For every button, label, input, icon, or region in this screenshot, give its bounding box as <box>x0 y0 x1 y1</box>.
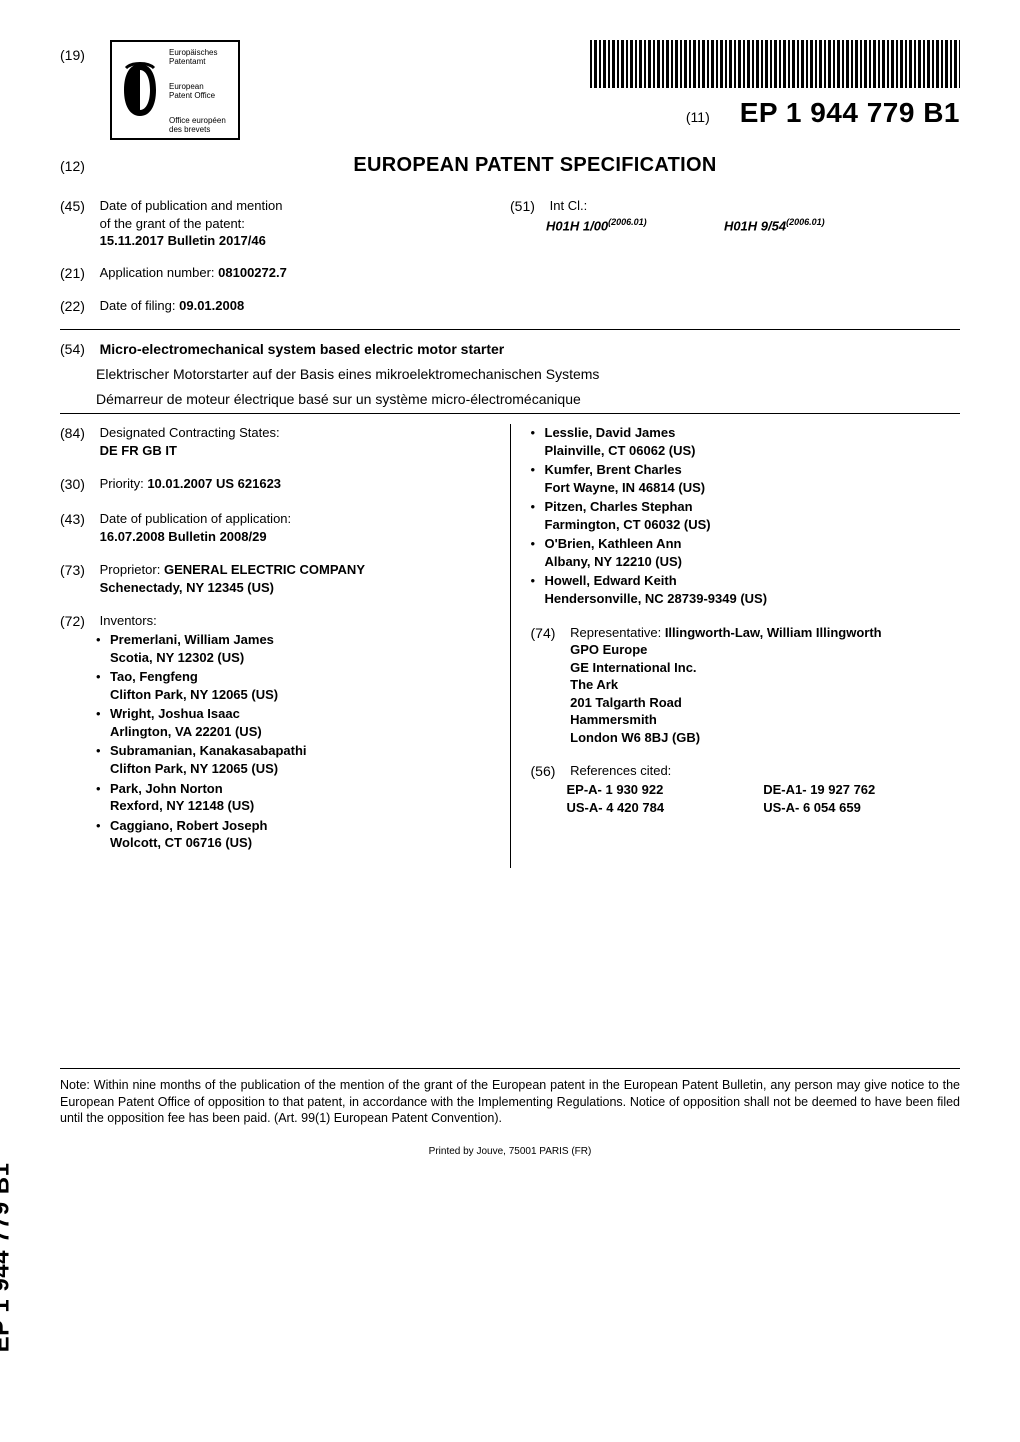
inventor-item: Premerlani, William JamesScotia, NY 1230… <box>96 631 490 666</box>
reference-row: EP-A- 1 930 922DE-A1- 19 927 762 <box>567 781 961 799</box>
reference-row: US-A- 4 420 784US-A- 6 054 659 <box>567 799 961 817</box>
field-21: (21) Application number: 08100272.7 <box>60 264 960 283</box>
patent-front-page: (19) Europäisches Patentamt European Pat… <box>0 0 1020 1442</box>
biblio-right: Lesslie, David JamesPlainville, CT 06062… <box>510 424 961 868</box>
f73-name: GENERAL ELECTRIC COMPANY <box>164 562 365 577</box>
field-51: (51) Int Cl.: <box>510 197 960 216</box>
inventor-list-left: Premerlani, William JamesScotia, NY 1230… <box>96 631 490 852</box>
printer-line: Printed by Jouve, 75001 PARIS (FR) <box>60 1145 960 1159</box>
doc-kind-title: EUROPEAN PATENT SPECIFICATION <box>110 152 960 179</box>
code-51: (51) <box>510 197 546 216</box>
f30-value: 10.01.2007 US 621623 <box>147 476 281 491</box>
f45-line3: 15.11.2017 Bulletin 2017/46 <box>100 233 266 248</box>
f21-value: 08100272.7 <box>218 265 287 280</box>
row-12: (12) EUROPEAN PATENT SPECIFICATION <box>60 152 960 179</box>
ipc1: H01H 1/00 <box>546 218 608 233</box>
inventor-item: Pitzen, Charles StephanFarmington, CT 06… <box>531 498 961 533</box>
f43-l2: 16.07.2008 Bulletin 2008/29 <box>100 529 267 544</box>
code-19: (19) <box>60 40 110 65</box>
header: (19) Europäisches Patentamt European Pat… <box>60 40 960 140</box>
f22-value: 09.01.2008 <box>179 298 244 313</box>
biblio-left: (84) Designated Contracting States: DE F… <box>60 424 510 868</box>
field-74: (74) Representative: Illingworth-Law, Wi… <box>531 624 961 747</box>
f72-label: Inventors: <box>100 612 157 630</box>
inventor-item: Park, John NortonRexford, NY 12148 (US) <box>96 780 490 815</box>
field-30: (30) Priority: 10.01.2007 US 621623 <box>60 475 490 494</box>
title-de: Elektrischer Motorstarter auf der Basis … <box>96 365 960 384</box>
field-22: (22) Date of filing: 09.01.2008 <box>60 297 960 316</box>
inventor-item: Wright, Joshua IsaacArlington, VA 22201 … <box>96 705 490 740</box>
field-72: (72) Inventors: Premerlani, William Jame… <box>60 612 490 851</box>
f30-label: Priority: <box>100 476 144 491</box>
code-12: (12) <box>60 157 110 176</box>
field-43: (43) Date of publication of application:… <box>60 510 490 545</box>
code-30: (30) <box>60 475 96 494</box>
publication-row: (11) EP 1 944 779 B1 <box>686 94 960 132</box>
inventor-item: Tao, FengfengClifton Park, NY 12065 (US) <box>96 668 490 703</box>
epo-logo-box: Europäisches Patentamt European Patent O… <box>110 40 240 140</box>
f51-label: Int Cl.: <box>550 197 588 215</box>
field-56: (56) References cited: EP-A- 1 930 922DE… <box>531 762 961 816</box>
code-56: (56) <box>531 762 567 781</box>
side-publication-number: EP 1 944 779 B1 <box>0 1162 18 1352</box>
inventor-item: Subramanian, KanakasabapathiClifton Park… <box>96 742 490 777</box>
biblio-columns: (84) Designated Contracting States: DE F… <box>60 413 960 868</box>
inventor-item: Caggiano, Robert JosephWolcott, CT 06716… <box>96 817 490 852</box>
f74-name: Illingworth-Law, William Illingworth <box>665 625 882 640</box>
f74-label: Representative: <box>570 625 661 640</box>
publication-number: EP 1 944 779 B1 <box>740 94 960 132</box>
field-73: (73) Proprietor: GENERAL ELECTRIC COMPAN… <box>60 561 490 596</box>
rule-1 <box>60 329 960 330</box>
f73-addr: Schenectady, NY 12345 (US) <box>100 580 274 595</box>
references-list: EP-A- 1 930 922DE-A1- 19 927 762US-A- 4 … <box>567 781 961 816</box>
f74-address: GPO EuropeGE International Inc.The Ark20… <box>570 642 700 745</box>
code-54: (54) <box>60 340 96 359</box>
code-21: (21) <box>60 264 96 283</box>
field-45: (45) Date of publication and mention of … <box>60 197 510 250</box>
code-73: (73) <box>60 561 96 580</box>
f22-label: Date of filing: <box>100 298 176 313</box>
f45-line2: of the grant of the patent: <box>100 216 245 231</box>
logo-line-fr: Office européen des brevets <box>169 116 234 134</box>
barcode-column: (11) EP 1 944 779 B1 <box>240 40 960 132</box>
code-74: (74) <box>531 624 567 643</box>
epo-logo-icon <box>112 42 167 138</box>
f45-line1: Date of publication and mention <box>100 198 283 213</box>
title-fr: Démarreur de moteur électrique basé sur … <box>96 390 960 409</box>
inventor-item: Lesslie, David JamesPlainville, CT 06062… <box>531 424 961 459</box>
ipc-line: H01H 1/00(2006.01) H01H 9/54(2006.01) <box>546 216 960 235</box>
opposition-note: Note: Within nine months of the publicat… <box>60 1068 960 1128</box>
epo-logo-text: Europäisches Patentamt European Patent O… <box>167 42 238 138</box>
f56-label: References cited: <box>570 762 671 780</box>
ipc2-ver: (2006.01) <box>786 217 825 227</box>
ipc1-ver: (2006.01) <box>608 217 647 227</box>
f73-label: Proprietor: <box>100 562 161 577</box>
inventor-item: O'Brien, Kathleen AnnAlbany, NY 12210 (U… <box>531 535 961 570</box>
f21-label: Application number: <box>100 265 215 280</box>
code-11: (11) <box>686 108 710 127</box>
f84-value: DE FR GB IT <box>100 443 177 458</box>
logo-line-en: European Patent Office <box>169 82 234 100</box>
f84-label: Designated Contracting States: <box>100 425 280 440</box>
code-22: (22) <box>60 297 96 316</box>
inventor-list-right: Lesslie, David JamesPlainville, CT 06062… <box>531 424 961 607</box>
inventor-item: Kumfer, Brent CharlesFort Wayne, IN 4681… <box>531 461 961 496</box>
logo-line-de: Europäisches Patentamt <box>169 48 234 66</box>
code-45: (45) <box>60 197 96 216</box>
row-45-51: (45) Date of publication and mention of … <box>60 197 960 250</box>
field-84: (84) Designated Contracting States: DE F… <box>60 424 490 459</box>
code-43: (43) <box>60 510 96 529</box>
code-84: (84) <box>60 424 96 443</box>
code-72: (72) <box>60 612 96 631</box>
f43-l1: Date of publication of application: <box>100 511 292 526</box>
inventor-item: Howell, Edward KeithHendersonville, NC 2… <box>531 572 961 607</box>
ipc2: H01H 9/54 <box>724 218 786 233</box>
title-en: Micro-electromechanical system based ele… <box>100 340 505 359</box>
barcode-icon <box>590 40 960 88</box>
section-54: (54) Micro-electromechanical system base… <box>60 340 960 409</box>
